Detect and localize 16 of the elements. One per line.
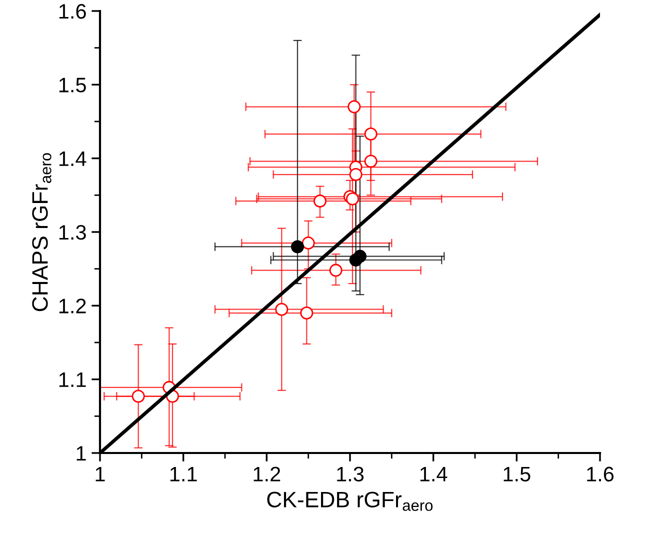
y-tick-label: 1.6 <box>59 4 86 19</box>
y-axis-title: CHAPS rGFr$_{aero}$ <box>32 153 52 312</box>
y-tick-label: 1 <box>76 446 86 461</box>
y-tick-label: 1.3 <box>59 225 86 240</box>
y-tick-label: 1.5 <box>59 78 86 92</box>
x-axis-title: CK-EDB rGFr$_{aero}$ <box>267 492 433 511</box>
x-tick-label: 1.2 <box>254 466 280 482</box>
y-tick-label: 1.4 <box>59 152 86 166</box>
y-tick-label: 1.2 <box>59 298 86 314</box>
y-tick-label: 1.1 <box>59 372 86 387</box>
x-tick-label: 1.5 <box>504 466 530 482</box>
x-tick-label: 1.1 <box>170 466 197 482</box>
x-tick-label: 1 <box>96 466 105 482</box>
x-tick-label: 1.3 <box>337 466 364 482</box>
x-tick-label: 1.4 <box>420 466 448 482</box>
x-tick-label: 1.6 <box>587 466 614 482</box>
